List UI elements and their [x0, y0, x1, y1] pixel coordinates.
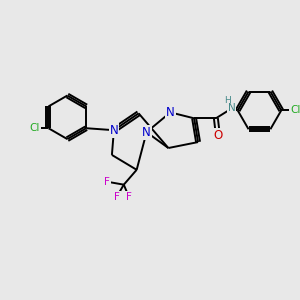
Text: F: F	[126, 191, 132, 202]
Text: F: F	[114, 191, 120, 202]
Text: Cl: Cl	[290, 105, 300, 116]
Text: Cl: Cl	[29, 123, 40, 133]
Text: N: N	[228, 103, 236, 113]
Text: N: N	[166, 106, 175, 119]
Text: H: H	[224, 96, 231, 105]
Text: N: N	[142, 126, 151, 139]
Text: N: N	[110, 124, 118, 137]
Text: F: F	[104, 177, 110, 187]
Text: O: O	[213, 129, 223, 142]
